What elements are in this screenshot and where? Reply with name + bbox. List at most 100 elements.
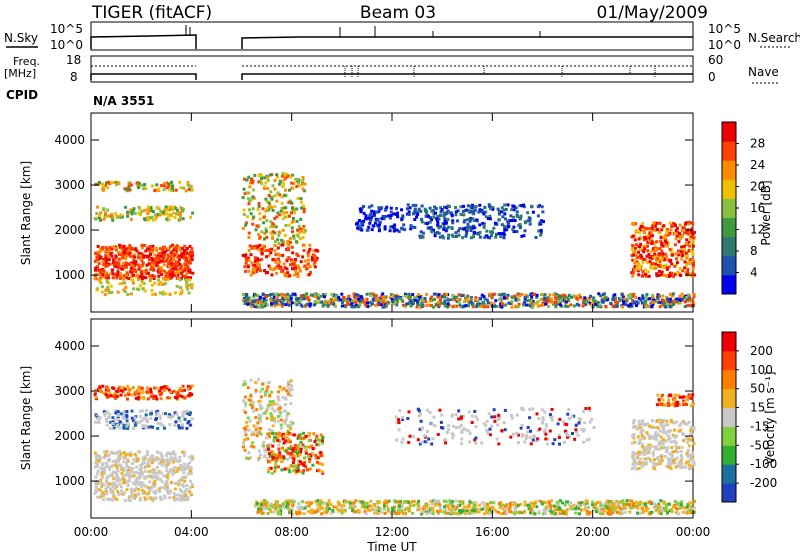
range-gate [308, 243, 312, 247]
range-gate [186, 498, 190, 501]
range-gate [455, 304, 458, 308]
range-gate [688, 244, 692, 248]
range-gate [111, 181, 115, 185]
range-gate [319, 499, 323, 503]
range-gate [161, 283, 165, 286]
range-gate [530, 295, 534, 299]
range-gate [621, 295, 625, 299]
range-gate [298, 184, 302, 188]
range-gate [271, 457, 275, 461]
range-gate [439, 225, 443, 229]
range-gate [583, 303, 587, 306]
range-gate [653, 252, 657, 256]
range-gate [115, 497, 119, 501]
range-gate [133, 482, 137, 486]
range-gate [645, 234, 649, 238]
range-gate [356, 226, 360, 230]
range-gate [507, 301, 511, 305]
range-gate [132, 207, 136, 211]
range-gate [660, 249, 664, 253]
range-gate [271, 268, 275, 272]
range-gate [99, 247, 103, 251]
range-gate [652, 300, 656, 304]
range-gate [606, 297, 610, 301]
range-gate [131, 209, 135, 213]
range-gate [104, 288, 108, 292]
range-gate [260, 181, 264, 185]
range-gate [169, 468, 173, 471]
range-gate [98, 388, 102, 392]
range-gate [437, 226, 441, 230]
range-gate [182, 248, 186, 252]
range-gate [188, 270, 192, 274]
range-gate [181, 484, 185, 488]
range-gate [132, 496, 136, 500]
range-gate [147, 262, 151, 266]
range-gate [292, 181, 295, 185]
range-gate [147, 464, 151, 468]
range-gate [288, 389, 292, 393]
range-gate [278, 511, 281, 515]
range-gate [269, 510, 273, 513]
range-gate [277, 293, 281, 297]
range-gate [125, 270, 129, 274]
range-gate [105, 492, 109, 496]
range-gate [140, 488, 144, 492]
range-gate [132, 474, 136, 478]
range-gate [282, 262, 286, 266]
range-gate [94, 461, 98, 465]
range-gate [129, 217, 133, 221]
range-gate [434, 207, 438, 211]
range-gate [599, 294, 603, 298]
range-gate [454, 210, 458, 214]
range-gate [690, 304, 694, 308]
range-gate [437, 303, 441, 307]
range-gate [343, 500, 347, 504]
range-gate [581, 500, 585, 504]
range-gate [684, 242, 688, 246]
range-gate [181, 270, 185, 274]
range-gate [656, 259, 660, 263]
range-gate [689, 511, 693, 515]
range-gate [148, 279, 152, 283]
range-gate [657, 294, 661, 298]
range-gate [173, 291, 177, 295]
range-gate [427, 503, 430, 507]
range-gate [128, 499, 132, 503]
range-gate [304, 465, 308, 469]
range-gate [683, 266, 687, 270]
range-gate [394, 295, 398, 299]
range-gate [257, 507, 260, 511]
range-gate [159, 451, 163, 455]
range-gate [171, 270, 175, 274]
range-gate [664, 230, 668, 234]
range-gate [116, 290, 120, 294]
range-gate [262, 297, 266, 301]
range-gate [506, 203, 510, 207]
range-gate [456, 219, 459, 223]
range-gate [152, 261, 156, 265]
range-gate [418, 506, 422, 509]
range-gate [135, 471, 139, 475]
range-gate [94, 481, 98, 485]
range-gate [264, 449, 268, 453]
range-gate [262, 215, 266, 219]
range-gate [142, 416, 146, 420]
range-gate [120, 244, 124, 248]
range-gate [159, 259, 162, 263]
range-gate [379, 299, 383, 303]
range-gate [348, 501, 352, 505]
range-gate [104, 276, 108, 280]
range-gate [676, 261, 679, 265]
range-gate [632, 300, 636, 304]
range-gate [183, 498, 187, 502]
range-gate [447, 233, 451, 237]
range-gate [385, 304, 388, 308]
range-gate [94, 396, 98, 400]
range-gate [114, 463, 118, 467]
range-gate [554, 305, 558, 309]
range-gate [143, 424, 147, 428]
range-gate [409, 224, 413, 228]
range-gate [160, 453, 164, 457]
range-gate [180, 498, 184, 502]
